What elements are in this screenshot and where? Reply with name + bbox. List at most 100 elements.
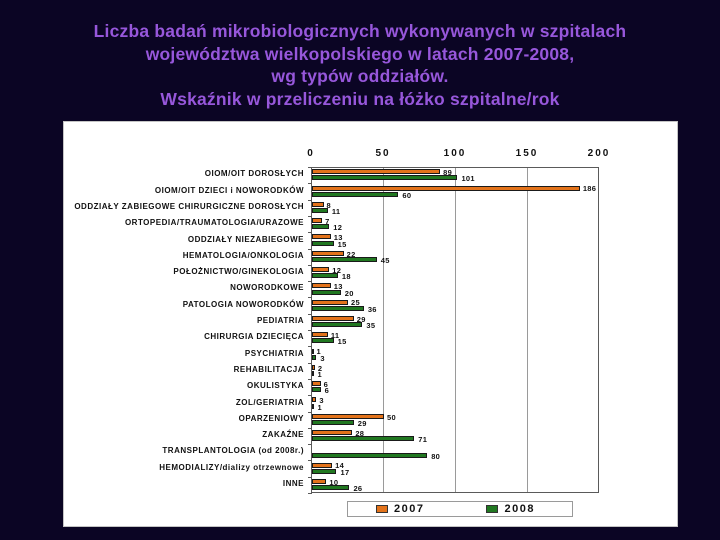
bar-2007	[312, 201, 324, 207]
title-line-2: województwa wielkopolskiego w latach 200…	[145, 43, 575, 64]
y-axis-tick	[308, 460, 312, 462]
value-label-2008: 3	[320, 353, 325, 363]
value-label-2007: 1	[316, 347, 321, 357]
y-axis-tick	[308, 297, 312, 299]
legend-item-2008: 2008	[486, 503, 534, 515]
category-label: HEMATOLOGIA/ONKOLOGIA	[182, 250, 304, 260]
value-label-2007: 13	[333, 282, 343, 292]
title-line-1: Liczba badań mikrobiologicznych wykonywa…	[93, 21, 627, 41]
legend-label-2007: 2007	[394, 503, 425, 515]
value-label-2007: 29	[356, 314, 366, 324]
value-label-2008: 71	[418, 435, 428, 445]
bar-2007	[312, 299, 348, 305]
bar-2008	[312, 256, 377, 262]
y-axis-tick	[308, 281, 312, 283]
category-label: OIOM/OIT DZIECI i NOWORODKÓW	[154, 185, 304, 195]
x-tick-label-100: 100	[443, 148, 467, 159]
bar-2007	[312, 283, 331, 289]
y-axis-tick	[308, 248, 312, 250]
bar-2007	[312, 397, 317, 403]
y-axis-tick	[308, 444, 312, 446]
bar-2007	[312, 169, 441, 175]
y-axis-tick	[308, 330, 312, 331]
value-label-2007: 25	[351, 298, 360, 308]
bar-2007	[312, 250, 344, 256]
value-label-2007: 13	[333, 233, 343, 243]
bar-2007	[312, 413, 384, 419]
x-tick-label-200: 200	[587, 148, 611, 159]
x-tick-label-150: 150	[515, 148, 539, 159]
value-label-2008: 29	[357, 418, 367, 428]
value-label-2008: 26	[353, 484, 363, 494]
value-label-2008: 45	[380, 255, 390, 265]
value-label-2008: 12	[333, 223, 343, 233]
category-label: OPARZENIOWY	[238, 413, 304, 423]
category-label: OIOM/OIT DOROSŁYCH	[204, 169, 304, 179]
value-label-2007: 8	[326, 200, 331, 210]
plot-area	[311, 167, 599, 493]
y-axis-tick	[308, 476, 312, 478]
bar-2007	[312, 348, 314, 354]
y-axis-tick	[308, 411, 312, 413]
value-label-2007: 89	[443, 168, 453, 177]
bar-2008	[312, 338, 334, 344]
bar-2008	[312, 419, 354, 425]
value-label-2007: 11	[330, 331, 340, 340]
bar-2007	[312, 478, 327, 484]
x-tick-label-0: 0	[307, 148, 315, 159]
bar-2008	[312, 273, 338, 279]
category-label: PEDIATRIA	[256, 316, 304, 326]
value-label-2008: 11	[331, 207, 341, 216]
value-label-2007: 50	[387, 412, 396, 422]
category-label: REHABILITACJA	[233, 364, 304, 374]
value-label-2008: 36	[367, 304, 377, 314]
bar-2007	[312, 267, 330, 272]
category-label: ODDZIAŁY NIEZABIEGOWE	[187, 234, 304, 244]
title-line-3: wg typów oddziałów.	[271, 66, 449, 86]
bar-2008	[312, 403, 314, 409]
y-axis-tick	[308, 346, 312, 348]
legend-label-2008: 2008	[504, 503, 535, 515]
y-axis-tick	[308, 215, 312, 217]
category-label: OKULISTYKA	[247, 381, 304, 391]
bar-2007	[312, 234, 331, 240]
gridline-150	[527, 168, 528, 492]
title-line-4: Wskaźnik w przeliczeniu na łóżko szpital…	[160, 88, 560, 109]
bar-2008	[312, 371, 314, 376]
category-label: PSYCHIATRIA	[244, 348, 304, 358]
bar-2007	[312, 218, 323, 224]
x-tick-label-50: 50	[375, 148, 391, 159]
y-axis-tick	[308, 313, 312, 315]
category-label: ODDZIAŁY ZABIEGOWE CHIRURGICZNE DOROSŁYC…	[74, 201, 304, 211]
y-axis-tick	[308, 493, 312, 494]
y-axis-tick	[308, 199, 312, 201]
value-label-2008: 15	[337, 239, 347, 249]
bar-2007	[312, 381, 321, 387]
bar-2008	[312, 387, 321, 393]
bar-2008	[312, 468, 337, 474]
value-label-2007: 10	[329, 477, 339, 487]
value-label-2007: 2	[317, 363, 323, 373]
value-label-2007: 14	[335, 461, 345, 471]
category-label: ZOL/GERIATRIA	[235, 397, 304, 407]
value-label-2008: 20	[344, 288, 354, 298]
category-label: CHIRURGIA DZIECIĘCA	[204, 332, 304, 342]
bar-2008	[312, 208, 328, 213]
y-axis-tick	[308, 395, 312, 397]
bar-2007	[312, 462, 333, 468]
y-axis-tick	[308, 378, 312, 380]
legend-swatch-2007-icon	[376, 505, 388, 513]
bar-2008	[312, 354, 317, 360]
bar-2008	[312, 191, 399, 197]
category-label: ZAKAŹNE	[262, 430, 304, 440]
value-label-2008: 101	[461, 174, 475, 184]
category-label: INNE	[282, 479, 304, 489]
bar-2008	[312, 240, 334, 246]
value-label-2007: 7	[325, 216, 330, 226]
value-label-2008: 15	[337, 337, 347, 347]
category-label: POŁOŻNICTWO/GINEKOLOGIA	[173, 267, 304, 277]
category-label: ORTOPEDIA/TRAUMATOLOGIA/URAZOWE	[124, 218, 304, 228]
bar-2008	[312, 305, 364, 311]
y-axis-tick	[308, 264, 312, 266]
